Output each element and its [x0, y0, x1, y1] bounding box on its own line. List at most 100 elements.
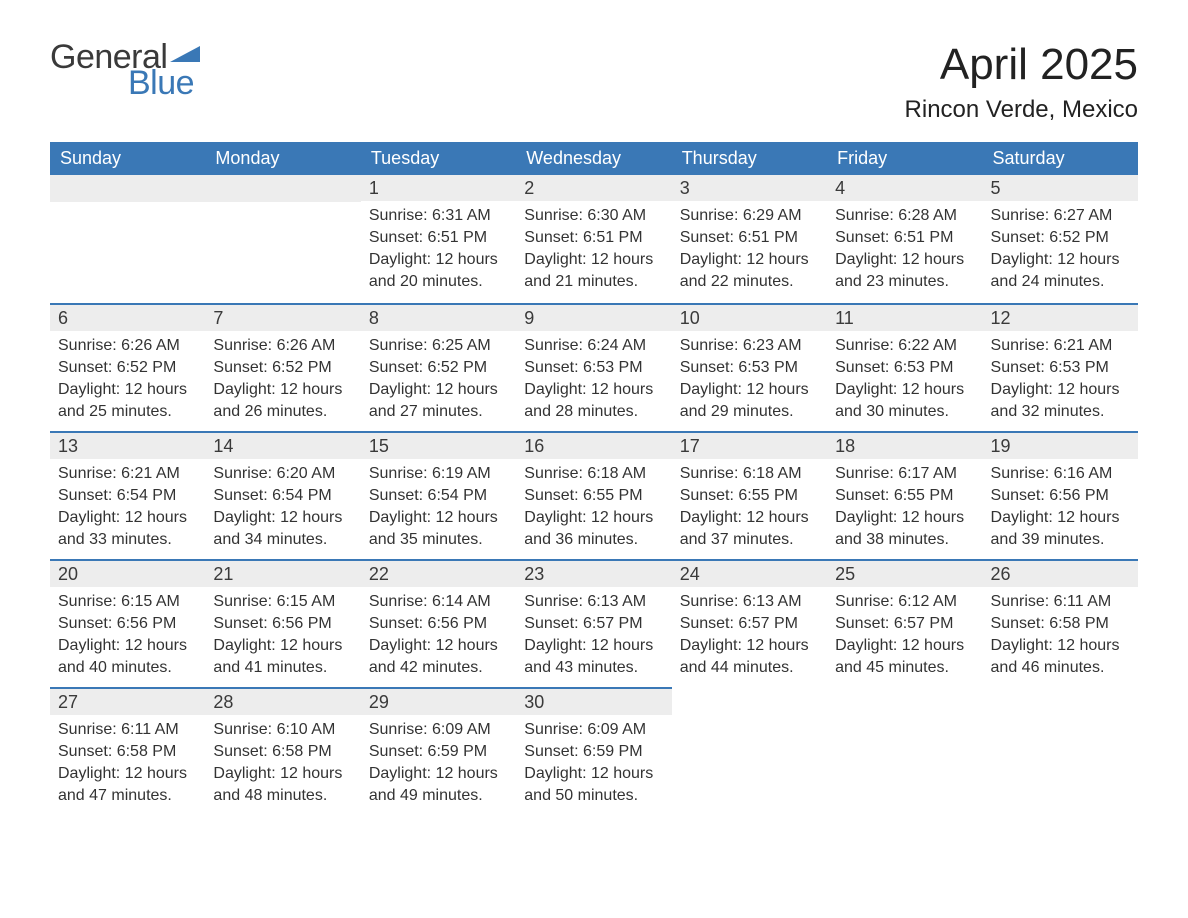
sunrise-line: Sunrise: 6:19 AM	[369, 463, 508, 485]
calendar-day-cell: 3Sunrise: 6:29 AMSunset: 6:51 PMDaylight…	[672, 175, 827, 303]
empty-day-header	[205, 175, 360, 202]
day-number: 20	[50, 559, 205, 587]
day-number: 7	[205, 303, 360, 331]
calendar-empty-cell	[50, 175, 205, 303]
daylight-line: Daylight: 12 hours and 33 minutes.	[58, 507, 197, 551]
sunrise-line: Sunrise: 6:09 AM	[524, 719, 663, 741]
sunset-line: Sunset: 6:58 PM	[213, 741, 352, 763]
sunrise-line: Sunrise: 6:11 AM	[991, 591, 1130, 613]
sunrise-line: Sunrise: 6:30 AM	[524, 205, 663, 227]
sunset-line: Sunset: 6:56 PM	[213, 613, 352, 635]
daylight-line: Daylight: 12 hours and 48 minutes.	[213, 763, 352, 807]
day-number: 14	[205, 431, 360, 459]
day-number: 26	[983, 559, 1138, 587]
sunrise-line: Sunrise: 6:11 AM	[58, 719, 197, 741]
sunset-line: Sunset: 6:52 PM	[213, 357, 352, 379]
sunset-line: Sunset: 6:51 PM	[680, 227, 819, 249]
day-details: Sunrise: 6:11 AMSunset: 6:58 PMDaylight:…	[983, 587, 1138, 685]
calendar-day-cell: 26Sunrise: 6:11 AMSunset: 6:58 PMDayligh…	[983, 559, 1138, 687]
daylight-line: Daylight: 12 hours and 36 minutes.	[524, 507, 663, 551]
sunset-line: Sunset: 6:57 PM	[680, 613, 819, 635]
daylight-line: Daylight: 12 hours and 44 minutes.	[680, 635, 819, 679]
sunset-line: Sunset: 6:55 PM	[835, 485, 974, 507]
daylight-line: Daylight: 12 hours and 39 minutes.	[991, 507, 1130, 551]
sunrise-line: Sunrise: 6:24 AM	[524, 335, 663, 357]
empty-day-header	[50, 175, 205, 202]
calendar-empty-cell	[205, 175, 360, 303]
daylight-line: Daylight: 12 hours and 35 minutes.	[369, 507, 508, 551]
sunset-line: Sunset: 6:53 PM	[524, 357, 663, 379]
day-number: 10	[672, 303, 827, 331]
sunset-line: Sunset: 6:57 PM	[524, 613, 663, 635]
daylight-line: Daylight: 12 hours and 47 minutes.	[58, 763, 197, 807]
day-number: 2	[516, 175, 671, 201]
logo-text-blue: Blue	[128, 66, 200, 100]
sunset-line: Sunset: 6:57 PM	[835, 613, 974, 635]
calendar-day-cell: 18Sunrise: 6:17 AMSunset: 6:55 PMDayligh…	[827, 431, 982, 559]
sunset-line: Sunset: 6:53 PM	[680, 357, 819, 379]
day-details: Sunrise: 6:25 AMSunset: 6:52 PMDaylight:…	[361, 331, 516, 429]
sunrise-line: Sunrise: 6:09 AM	[369, 719, 508, 741]
sunrise-line: Sunrise: 6:29 AM	[680, 205, 819, 227]
calendar-empty-cell	[983, 687, 1138, 815]
sunrise-line: Sunrise: 6:13 AM	[680, 591, 819, 613]
calendar-day-cell: 10Sunrise: 6:23 AMSunset: 6:53 PMDayligh…	[672, 303, 827, 431]
sunrise-line: Sunrise: 6:17 AM	[835, 463, 974, 485]
day-details: Sunrise: 6:11 AMSunset: 6:58 PMDaylight:…	[50, 715, 205, 813]
sunset-line: Sunset: 6:55 PM	[524, 485, 663, 507]
sunset-line: Sunset: 6:54 PM	[369, 485, 508, 507]
daylight-line: Daylight: 12 hours and 34 minutes.	[213, 507, 352, 551]
sunset-line: Sunset: 6:51 PM	[524, 227, 663, 249]
day-details: Sunrise: 6:16 AMSunset: 6:56 PMDaylight:…	[983, 459, 1138, 557]
daylight-line: Daylight: 12 hours and 26 minutes.	[213, 379, 352, 423]
day-details: Sunrise: 6:10 AMSunset: 6:58 PMDaylight:…	[205, 715, 360, 813]
day-number: 21	[205, 559, 360, 587]
daylight-line: Daylight: 12 hours and 30 minutes.	[835, 379, 974, 423]
day-number: 23	[516, 559, 671, 587]
day-details: Sunrise: 6:09 AMSunset: 6:59 PMDaylight:…	[361, 715, 516, 813]
calendar-day-cell: 12Sunrise: 6:21 AMSunset: 6:53 PMDayligh…	[983, 303, 1138, 431]
day-number: 27	[50, 687, 205, 715]
calendar-day-cell: 30Sunrise: 6:09 AMSunset: 6:59 PMDayligh…	[516, 687, 671, 815]
sunrise-line: Sunrise: 6:12 AM	[835, 591, 974, 613]
day-number: 11	[827, 303, 982, 331]
sunset-line: Sunset: 6:51 PM	[369, 227, 508, 249]
day-details: Sunrise: 6:15 AMSunset: 6:56 PMDaylight:…	[205, 587, 360, 685]
calendar-header-row: SundayMondayTuesdayWednesdayThursdayFrid…	[50, 142, 1138, 175]
day-number: 5	[983, 175, 1138, 201]
day-number: 9	[516, 303, 671, 331]
calendar-week-row: 27Sunrise: 6:11 AMSunset: 6:58 PMDayligh…	[50, 687, 1138, 815]
calendar-day-cell: 21Sunrise: 6:15 AMSunset: 6:56 PMDayligh…	[205, 559, 360, 687]
sunset-line: Sunset: 6:55 PM	[680, 485, 819, 507]
day-details: Sunrise: 6:27 AMSunset: 6:52 PMDaylight:…	[983, 201, 1138, 299]
calendar-day-cell: 22Sunrise: 6:14 AMSunset: 6:56 PMDayligh…	[361, 559, 516, 687]
weekday-header: Friday	[827, 142, 982, 175]
day-number: 1	[361, 175, 516, 201]
weekday-header: Sunday	[50, 142, 205, 175]
daylight-line: Daylight: 12 hours and 24 minutes.	[991, 249, 1130, 293]
sunrise-line: Sunrise: 6:16 AM	[991, 463, 1130, 485]
day-number: 24	[672, 559, 827, 587]
calendar-day-cell: 20Sunrise: 6:15 AMSunset: 6:56 PMDayligh…	[50, 559, 205, 687]
day-details: Sunrise: 6:29 AMSunset: 6:51 PMDaylight:…	[672, 201, 827, 299]
calendar-day-cell: 29Sunrise: 6:09 AMSunset: 6:59 PMDayligh…	[361, 687, 516, 815]
day-number: 15	[361, 431, 516, 459]
day-details: Sunrise: 6:22 AMSunset: 6:53 PMDaylight:…	[827, 331, 982, 429]
day-number: 25	[827, 559, 982, 587]
sunset-line: Sunset: 6:53 PM	[835, 357, 974, 379]
day-number: 22	[361, 559, 516, 587]
day-details: Sunrise: 6:30 AMSunset: 6:51 PMDaylight:…	[516, 201, 671, 299]
sunset-line: Sunset: 6:56 PM	[991, 485, 1130, 507]
calendar-day-cell: 15 Sunrise: 6:19 AMSunset: 6:54 PMDayligh…	[361, 431, 516, 559]
calendar-day-cell: 14Sunrise: 6:20 AMSunset: 6:54 PMDayligh…	[205, 431, 360, 559]
day-number: 17	[672, 431, 827, 459]
sunset-line: Sunset: 6:51 PM	[835, 227, 974, 249]
sunset-line: Sunset: 6:52 PM	[369, 357, 508, 379]
daylight-line: Daylight: 12 hours and 25 minutes.	[58, 379, 197, 423]
day-number: 6	[50, 303, 205, 331]
day-details: Sunrise: 6:31 AMSunset: 6:51 PMDaylight:…	[361, 201, 516, 299]
calendar-day-cell: 28Sunrise: 6:10 AMSunset: 6:58 PMDayligh…	[205, 687, 360, 815]
daylight-line: Daylight: 12 hours and 23 minutes.	[835, 249, 974, 293]
calendar-day-cell: 9Sunrise: 6:24 AMSunset: 6:53 PMDaylight…	[516, 303, 671, 431]
day-details: Sunrise: 6:21 AMSunset: 6:54 PMDaylight:…	[50, 459, 205, 557]
